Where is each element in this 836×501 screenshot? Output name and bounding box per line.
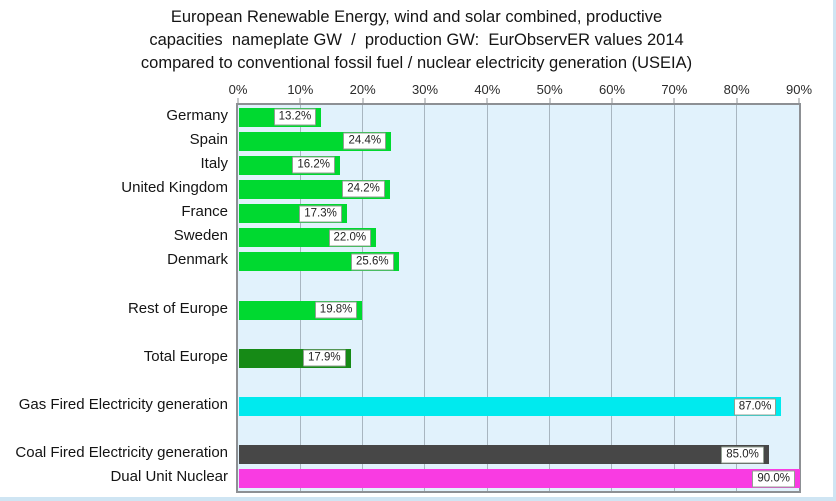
bar-row: 90.0%: [238, 467, 800, 491]
x-tick-label: 20%: [349, 82, 376, 97]
x-tick-mark: [486, 98, 488, 103]
bar: 16.2%: [239, 155, 340, 175]
x-tick-mark: [549, 98, 551, 103]
bar-row: 19.8%: [238, 298, 799, 322]
bar-row: 16.2%: [238, 153, 799, 177]
bar: 24.4%: [239, 131, 392, 151]
x-tick-label: 90%: [785, 82, 813, 97]
category-label: Gas Fired Electricity generation: [18, 396, 228, 414]
category-label: Coal Fired Electricity generation: [15, 444, 228, 462]
x-axis: 0% 10% 20% 30% 40% 50% 60% 70% 80% 90%: [229, 82, 812, 98]
value-label: 85.0%: [721, 446, 764, 464]
value-label: 22.0%: [328, 229, 372, 247]
category-label: Sweden: [173, 227, 228, 245]
value-label: 13.2%: [273, 108, 317, 126]
gridline: [362, 105, 364, 491]
bar: 90.0%: [239, 469, 800, 489]
x-tick-mark: [736, 98, 738, 103]
x-tick-label: 80%: [723, 82, 750, 97]
x-tick-mark: [299, 98, 301, 103]
chart-title-line-2: capacities nameplate GW / production GW:…: [149, 31, 684, 49]
bar-row: 24.4%: [238, 129, 799, 153]
plot-area: 13.2% 24.4% 16.2% 24.2% 17.3% 22.0% 25.6% 19.8%…: [236, 103, 801, 493]
gridline: [611, 105, 613, 491]
gridline: [486, 105, 488, 491]
bar: 22.0%: [239, 228, 377, 248]
bar: 19.8%: [239, 300, 363, 320]
value-label: 24.4%: [343, 132, 387, 150]
gridline: [299, 105, 301, 491]
value-label: 90.0%: [752, 470, 795, 488]
bar-row: 25.6%: [238, 250, 799, 274]
bar-row: 13.2%: [238, 105, 799, 129]
gridline: [736, 105, 738, 491]
bar: 85.0%: [239, 445, 769, 465]
x-tick-label: 0%: [228, 82, 248, 97]
chart-title-line-1: European Renewable Energy, wind and sola…: [170, 8, 663, 26]
x-tick-label: 50%: [536, 82, 563, 97]
x-tick-mark: [798, 98, 800, 103]
bar-row: 24.2%: [238, 177, 799, 201]
category-label: Rest of Europe: [127, 299, 228, 317]
x-tick-mark: [237, 98, 239, 103]
value-label: 87.0%: [733, 398, 777, 415]
x-tick-mark: [424, 98, 426, 103]
bar: 24.2%: [239, 179, 390, 199]
bar: 17.3%: [239, 204, 347, 223]
value-label: 17.9%: [302, 349, 346, 367]
category-axis: Germany Spain Italy United Kingdom France Swe…: [0, 103, 228, 489]
bar-row: 17.9%: [238, 346, 799, 370]
bar: 17.9%: [239, 348, 351, 368]
x-tick-mark: [362, 98, 364, 103]
value-label: 25.6%: [350, 253, 394, 271]
bar: 13.2%: [239, 107, 322, 127]
x-tick-label: 30%: [411, 82, 439, 97]
category-label: Germany: [166, 106, 228, 124]
bar-row: 17.3%: [238, 202, 799, 226]
category-label: Italy: [200, 154, 228, 172]
category-label: Total Europe: [143, 347, 228, 365]
x-tick-label: 60%: [598, 82, 626, 97]
x-tick-mark: [673, 98, 675, 103]
gridline: [549, 105, 551, 491]
chart-title-line-3: compared to conventional fossil fuel / n…: [140, 54, 693, 72]
value-label: 16.2%: [292, 156, 335, 174]
category-label: France: [181, 203, 228, 221]
category-label: Denmark: [167, 251, 228, 269]
x-tick-label: 70%: [661, 82, 688, 97]
value-label: 17.3%: [299, 205, 342, 222]
category-label: Spain: [189, 130, 228, 148]
x-tick-label: 10%: [287, 82, 314, 97]
category-label: Dual Unit Nuclear: [110, 468, 228, 486]
x-tick-mark: [611, 98, 613, 103]
gridline: [673, 105, 675, 491]
bar-row: 22.0%: [238, 226, 799, 250]
bar: 87.0%: [239, 397, 782, 416]
bar-row: 85.0%: [238, 443, 799, 467]
value-label: 19.8%: [314, 301, 358, 319]
bar: 25.6%: [239, 252, 399, 272]
bar-row: 87.0%: [238, 395, 799, 419]
value-label: 24.2%: [342, 180, 385, 198]
category-label: United Kingdom: [121, 178, 228, 196]
x-tick-label: 40%: [474, 82, 501, 97]
x-axis-tick-marks: [237, 98, 800, 103]
chart-title: European Renewable Energy, wind and sola…: [0, 6, 833, 75]
gridline: [424, 105, 426, 491]
